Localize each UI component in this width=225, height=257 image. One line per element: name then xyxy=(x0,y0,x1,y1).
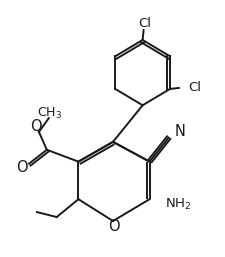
Text: CH$_3$: CH$_3$ xyxy=(37,106,62,121)
Text: O: O xyxy=(108,219,120,234)
Text: Cl: Cl xyxy=(188,81,201,94)
Text: NH$_2$: NH$_2$ xyxy=(165,197,192,212)
Text: O: O xyxy=(16,160,28,175)
Text: N: N xyxy=(174,124,185,140)
Text: Cl: Cl xyxy=(138,17,151,30)
Text: O: O xyxy=(30,118,42,134)
